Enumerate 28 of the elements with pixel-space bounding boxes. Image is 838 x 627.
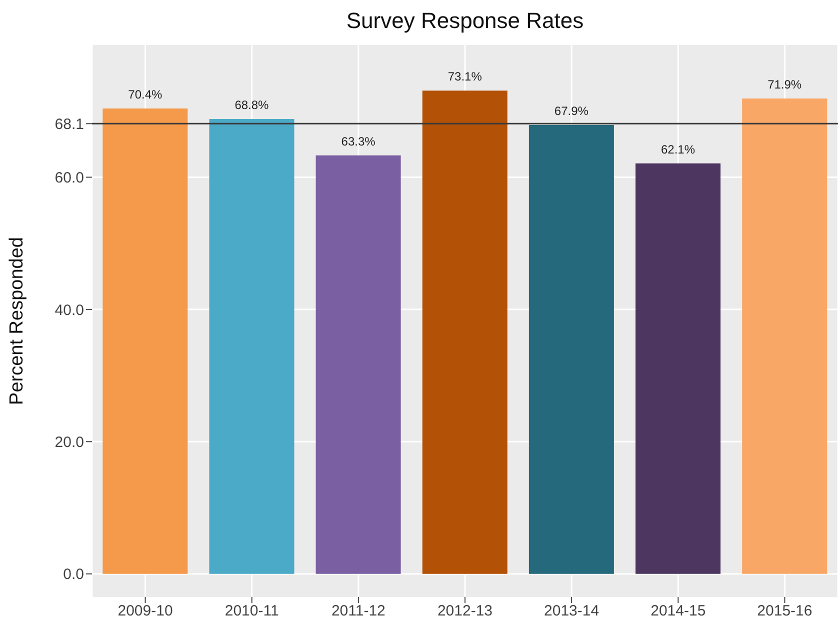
bar bbox=[528, 124, 614, 574]
bar bbox=[316, 155, 401, 574]
x-tick-label: 2011-12 bbox=[331, 602, 386, 620]
y-tick-label: 20.0 bbox=[54, 434, 84, 451]
x-tick-label: 2014-15 bbox=[650, 602, 706, 620]
data-label: 71.9% bbox=[768, 78, 802, 92]
x-tick-label: 2010-11 bbox=[224, 602, 279, 620]
bar bbox=[102, 108, 188, 574]
y-tick-label: 68.1 bbox=[54, 116, 84, 133]
data-label: 67.9% bbox=[554, 104, 589, 118]
y-axis-title: Percent Responded bbox=[6, 237, 28, 405]
data-label: 62.1% bbox=[661, 142, 696, 156]
data-label: 68.8% bbox=[234, 98, 270, 112]
x-tick-label: 2009-10 bbox=[118, 602, 173, 620]
x-tick-label: 2015-16 bbox=[757, 602, 812, 620]
data-label: 70.4% bbox=[128, 87, 162, 102]
y-tick-label: 0.0 bbox=[63, 566, 84, 584]
x-tick-label: 2012-13 bbox=[437, 602, 493, 620]
bar bbox=[209, 119, 294, 574]
y-tick-label: 40.0 bbox=[54, 302, 84, 319]
y-tick-label: 60.0 bbox=[54, 170, 84, 187]
data-label: 63.3% bbox=[341, 134, 376, 148]
bar bbox=[742, 98, 828, 574]
bar bbox=[636, 163, 721, 574]
x-tick-label: 2013-14 bbox=[544, 602, 600, 620]
chart-title: Survey Response Rates bbox=[345, 8, 585, 35]
bar bbox=[422, 90, 508, 574]
data-label: 73.1% bbox=[448, 70, 482, 84]
